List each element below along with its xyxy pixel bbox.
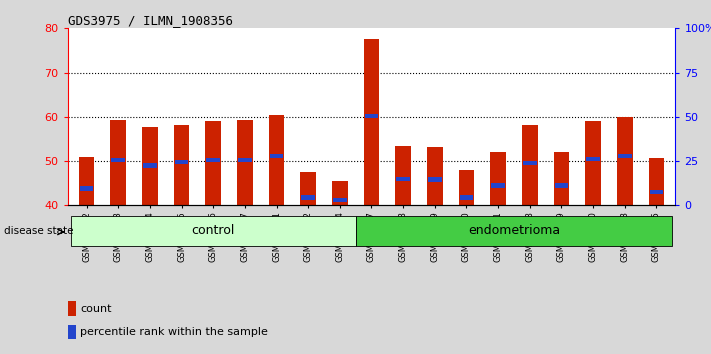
Bar bbox=[618, 154, 631, 158]
Bar bbox=[68, 325, 77, 339]
Text: disease state: disease state bbox=[4, 226, 73, 236]
Bar bbox=[110, 120, 126, 205]
Bar bbox=[173, 125, 189, 205]
Bar bbox=[237, 120, 253, 205]
Bar bbox=[523, 161, 537, 165]
Bar bbox=[522, 125, 538, 205]
Text: GDS3975 / ILMN_1908356: GDS3975 / ILMN_1908356 bbox=[68, 14, 232, 27]
Bar bbox=[175, 160, 188, 164]
Bar bbox=[269, 154, 283, 158]
Bar bbox=[333, 198, 346, 202]
Bar bbox=[206, 158, 220, 162]
Text: control: control bbox=[191, 224, 235, 238]
Bar bbox=[648, 158, 664, 205]
Bar bbox=[205, 121, 221, 205]
Bar bbox=[617, 117, 633, 205]
Bar bbox=[554, 152, 570, 205]
Bar bbox=[300, 172, 316, 205]
Bar bbox=[301, 195, 315, 200]
Bar bbox=[238, 158, 252, 162]
Bar bbox=[427, 147, 443, 205]
Bar bbox=[143, 163, 156, 168]
Bar bbox=[428, 177, 442, 182]
Bar bbox=[395, 145, 411, 205]
Bar bbox=[68, 301, 77, 316]
Bar bbox=[490, 152, 506, 205]
Bar bbox=[356, 216, 673, 246]
Bar bbox=[142, 127, 158, 205]
Bar bbox=[587, 156, 600, 161]
Bar bbox=[555, 183, 568, 188]
Bar bbox=[269, 115, 284, 205]
Bar bbox=[332, 181, 348, 205]
Bar bbox=[365, 114, 378, 118]
Bar bbox=[459, 170, 474, 205]
Bar bbox=[585, 121, 601, 205]
Bar bbox=[650, 190, 663, 194]
Text: count: count bbox=[80, 304, 112, 314]
Bar bbox=[80, 186, 93, 191]
Bar bbox=[397, 177, 410, 181]
Bar bbox=[491, 183, 505, 188]
Text: endometrioma: endometrioma bbox=[468, 224, 560, 238]
Bar bbox=[79, 156, 95, 205]
Bar bbox=[460, 195, 474, 200]
Text: percentile rank within the sample: percentile rank within the sample bbox=[80, 327, 268, 337]
Bar bbox=[70, 216, 356, 246]
Bar bbox=[363, 39, 380, 205]
Bar bbox=[112, 158, 125, 162]
